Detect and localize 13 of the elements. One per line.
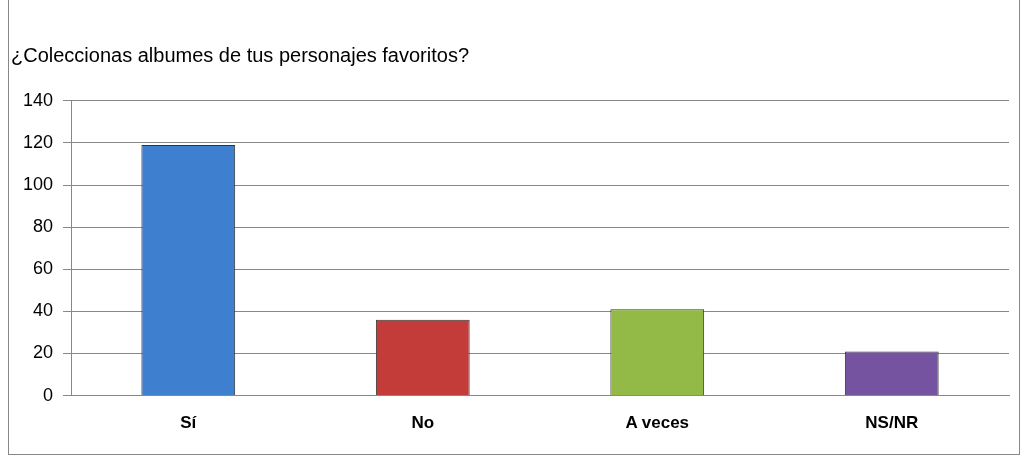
y-tick-label: 60	[33, 258, 54, 279]
x-tick-label: Sí	[180, 413, 198, 433]
x-tick-label: A veces	[625, 413, 690, 433]
y-tick-label: 100	[22, 174, 54, 194]
y-tick-label: 140	[22, 89, 54, 110]
y-tick-label: 20	[33, 342, 54, 363]
y-tick-label: 40	[33, 300, 54, 321]
y-tick-label: 0	[43, 384, 54, 405]
x-tick-label: NS/NR	[865, 413, 919, 433]
chart-title: ¿Coleccionas albumes de tus personajes favoritos?	[11, 44, 470, 67]
x-tick-label: No	[411, 413, 435, 433]
y-tick-label: 120	[22, 131, 54, 152]
y-tick-label: 80	[33, 216, 54, 237]
